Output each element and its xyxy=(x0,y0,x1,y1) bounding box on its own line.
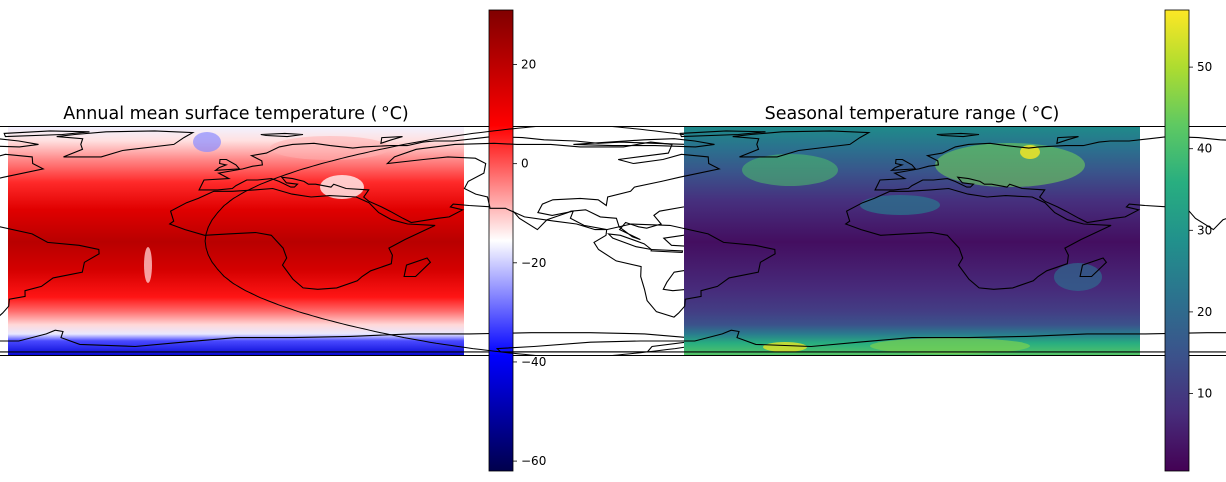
coastline-segment xyxy=(573,138,715,148)
right-map xyxy=(204,126,1226,356)
coastline-segment xyxy=(1056,136,1079,145)
right-panel: Seasonal temperature range ( °C) 50 40 30 2… xyxy=(204,9,1226,472)
left-colorbar-ticks: 20 0 −20 −40 −60 xyxy=(513,58,546,468)
coastline-segment xyxy=(936,132,980,138)
coastline-segment xyxy=(0,329,704,353)
left-colorbar-tick-label: −60 xyxy=(521,454,546,468)
coastline-segment xyxy=(56,130,195,158)
coastline-segment xyxy=(593,223,776,318)
right-regional-anomalies xyxy=(742,143,1102,354)
antarctica-high-range xyxy=(870,338,1030,354)
left-map xyxy=(0,126,944,356)
coastline-segment xyxy=(650,248,684,253)
right-colorbar-gradient xyxy=(1164,9,1190,472)
greenland-cold-patch xyxy=(193,132,221,152)
coastline-segment xyxy=(260,132,304,138)
coastline-segment xyxy=(385,141,721,231)
coastline-segment xyxy=(168,187,436,290)
coastline-segment xyxy=(495,329,1226,353)
left-colorbar-tick-label: −20 xyxy=(521,256,546,270)
right-map-title: Seasonal temperature range ( °C) xyxy=(765,104,1060,124)
right-colorbar-tick-label: 40 xyxy=(1197,142,1212,156)
coastline-segment xyxy=(1079,257,1108,278)
right-map-boundary xyxy=(204,126,1226,356)
right-colorbar-tick-label: 20 xyxy=(1197,305,1212,319)
canada-high-range xyxy=(742,154,838,186)
left-colorbar-tick-label: 20 xyxy=(521,58,536,72)
coastline-segment xyxy=(3,130,90,138)
coastline-segment xyxy=(679,130,766,138)
left-colorbar-tick-label: 0 xyxy=(521,157,529,171)
coastline-segment xyxy=(213,158,241,171)
left-colorbar-tick-label: −40 xyxy=(521,355,546,369)
australia-mid-range xyxy=(1054,263,1102,291)
sahara-mid-range xyxy=(860,195,940,215)
right-colorbar-tick-label: 10 xyxy=(1197,386,1212,400)
coastline-segment xyxy=(0,223,100,318)
coastline-segment xyxy=(0,138,39,148)
coastline-segment xyxy=(889,158,917,171)
right-coastlines xyxy=(385,130,1226,353)
left-colorbar: 20 0 −20 −40 −60 xyxy=(488,9,546,472)
siberia-cool-patch xyxy=(270,136,390,160)
left-panel: Annual mean surface temperature ( °C) 20… xyxy=(0,9,944,472)
antarctica-max-range xyxy=(763,342,807,352)
left-temperature-field xyxy=(8,127,464,356)
left-map-title: Annual mean surface temperature ( °C) xyxy=(63,104,409,124)
yakutia-max-range xyxy=(1020,145,1040,159)
right-colorbar-ticks: 50 40 30 20 10 xyxy=(1189,60,1212,400)
siberia-high-range xyxy=(935,143,1085,187)
coastline-segment xyxy=(844,187,1112,290)
coastline-segment xyxy=(732,130,871,158)
coastline-segment xyxy=(606,233,652,251)
coastline-segment xyxy=(380,136,403,145)
andes-cool-patch xyxy=(144,247,152,283)
right-colorbar-tick-label: 50 xyxy=(1197,60,1212,74)
right-colorbar: 50 40 30 20 10 xyxy=(1164,9,1212,472)
coastline-segment xyxy=(403,257,432,278)
right-colorbar-tick-label: 30 xyxy=(1197,223,1212,237)
coastline-segment xyxy=(198,136,775,241)
left-colorbar-gradient xyxy=(488,9,514,472)
coastline-segment xyxy=(874,136,1226,241)
